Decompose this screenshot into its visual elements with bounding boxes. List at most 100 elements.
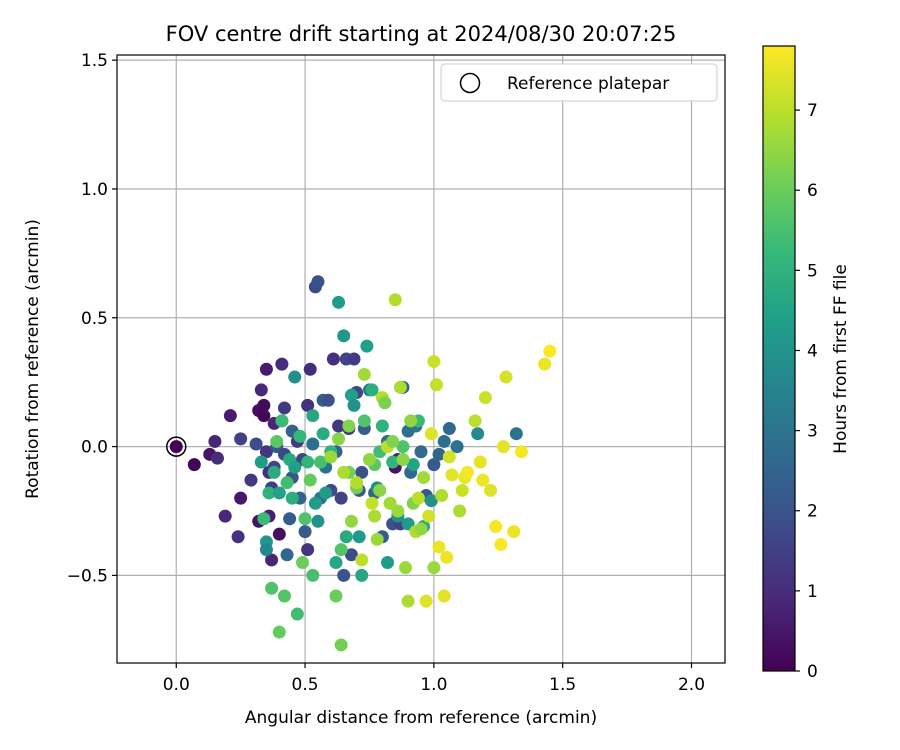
data-point: [424, 427, 438, 441]
data-point: [285, 491, 299, 505]
data-point: [357, 414, 371, 428]
data-point: [334, 543, 348, 557]
data-point: [270, 434, 284, 448]
data-point: [254, 455, 268, 469]
data-point: [290, 607, 304, 621]
data-point: [306, 568, 320, 582]
data-point: [381, 556, 395, 570]
data-point: [399, 561, 413, 575]
data-point: [450, 440, 464, 454]
data-point: [316, 427, 330, 441]
data-point: [288, 460, 302, 474]
data-point: [187, 458, 201, 472]
data-point: [538, 357, 552, 371]
colorbar-gradient: [762, 45, 796, 672]
y-axis-label: Rotation from reference (arcmin): [23, 219, 43, 499]
data-point: [277, 401, 291, 415]
data-point: [471, 427, 485, 441]
data-point: [265, 553, 279, 567]
data-point: [432, 540, 446, 554]
data-point: [257, 398, 271, 412]
x-tick-label: 1.5: [549, 675, 576, 695]
data-point: [396, 452, 410, 466]
data-point: [396, 440, 410, 454]
reference-marker: [166, 436, 187, 457]
legend: Reference platepar: [440, 63, 718, 102]
data-point: [272, 625, 286, 639]
data-point: [494, 537, 508, 551]
data-point: [388, 293, 402, 307]
data-point: [267, 465, 281, 479]
data-point: [440, 550, 454, 564]
x-tick-label: 0.0: [163, 675, 190, 695]
y-tick-label: 1.0: [81, 180, 108, 200]
data-point: [406, 458, 420, 472]
data-point: [509, 427, 523, 441]
colorbar-tick-label: 2: [807, 502, 818, 522]
colorbar-tick-label: 6: [807, 181, 818, 201]
data-point: [210, 451, 224, 465]
data-point: [442, 450, 456, 464]
data-point: [473, 455, 487, 469]
data-point: [411, 491, 425, 505]
data-point: [370, 532, 384, 546]
data-point: [218, 509, 232, 523]
data-point: [344, 514, 358, 528]
data-point: [365, 383, 379, 397]
x-axis-ticks: 0.0 0.5 1.0 1.5 2.0: [163, 663, 705, 695]
data-point: [427, 561, 441, 575]
data-point: [414, 522, 428, 536]
data-point: [334, 638, 348, 652]
data-point: [360, 339, 374, 353]
data-point: [298, 512, 312, 526]
data-point: [344, 548, 358, 562]
data-point: [293, 429, 307, 443]
y-tick-label: 0.0: [81, 438, 108, 458]
data-point: [306, 437, 320, 451]
data-point: [419, 594, 433, 608]
data-point: [445, 468, 459, 482]
data-point: [391, 504, 405, 518]
data-point: [339, 530, 353, 544]
data-point: [352, 530, 366, 544]
data-point: [422, 509, 436, 523]
y-tick-label: 1.5: [81, 51, 108, 71]
data-point: [460, 465, 474, 479]
data-point: [311, 514, 325, 528]
colorbar-tick-label: 4: [807, 341, 818, 361]
data-point: [306, 409, 320, 423]
colorbar-label: Hours from first FF file: [831, 264, 851, 454]
data-point: [437, 434, 451, 448]
data-point: [223, 409, 237, 423]
colorbar-tick-label: 7: [807, 101, 818, 121]
data-point: [429, 378, 443, 392]
data-point: [295, 556, 309, 570]
data-point: [453, 504, 467, 518]
data-point: [324, 450, 338, 464]
data-point: [259, 445, 273, 459]
data-point: [288, 370, 302, 384]
data-point: [386, 455, 400, 469]
data-point: [427, 355, 441, 369]
data-point: [337, 465, 351, 479]
data-point: [249, 437, 263, 451]
data-point: [414, 445, 428, 459]
legend-marker-icon: [459, 72, 481, 94]
data-point: [326, 352, 340, 366]
data-point: [368, 509, 382, 523]
data-point: [254, 383, 268, 397]
data-point: [303, 473, 317, 487]
data-point: [259, 362, 273, 376]
data-point: [272, 527, 286, 541]
data-point: [347, 352, 361, 366]
data-point: [337, 568, 351, 582]
data-point: [435, 489, 449, 503]
data-point: [332, 432, 346, 446]
x-tick-label: 0.5: [292, 675, 319, 695]
data-point: [332, 295, 346, 309]
data-point: [543, 344, 557, 358]
data-point: [169, 440, 183, 454]
colorbar-tick-label: 5: [807, 261, 818, 281]
data-point: [344, 388, 358, 402]
